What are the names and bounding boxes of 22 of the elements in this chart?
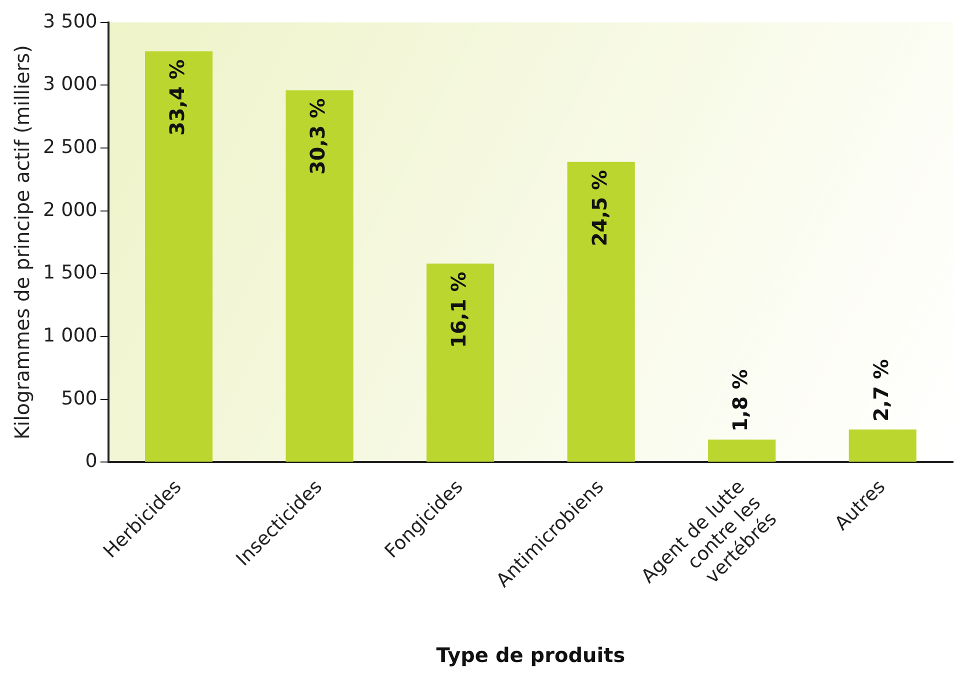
y-tick-label: 500: [61, 387, 98, 410]
annotation: 33,4 %: [164, 59, 189, 136]
y-tick-label: 3 000: [42, 73, 98, 96]
y-tick-label: 1 000: [42, 324, 98, 347]
bar: [286, 90, 354, 462]
y-tick-label: 2 000: [42, 198, 98, 221]
y-tick-label: 0: [85, 450, 98, 472]
y-tick-label: 1 500: [42, 262, 98, 284]
y-axis-title: Kilogrammes de principe actif (milliers): [10, 45, 34, 440]
bar: [708, 440, 776, 462]
bar: [567, 162, 635, 462]
x-axis-title: Type de produits: [436, 643, 626, 668]
y-tick-label: 3 500: [42, 10, 98, 32]
annotation: 24,5 %: [587, 170, 612, 246]
annotation: 2,7 %: [868, 359, 893, 422]
y-tick-label: 2 500: [42, 136, 98, 158]
bar: [848, 430, 916, 462]
annotation: 30,3 %: [306, 98, 330, 175]
annotation: 1,8 %: [728, 369, 752, 432]
bar: [426, 264, 494, 462]
bar: [144, 51, 213, 462]
annotation: 16,1 %: [446, 272, 471, 348]
